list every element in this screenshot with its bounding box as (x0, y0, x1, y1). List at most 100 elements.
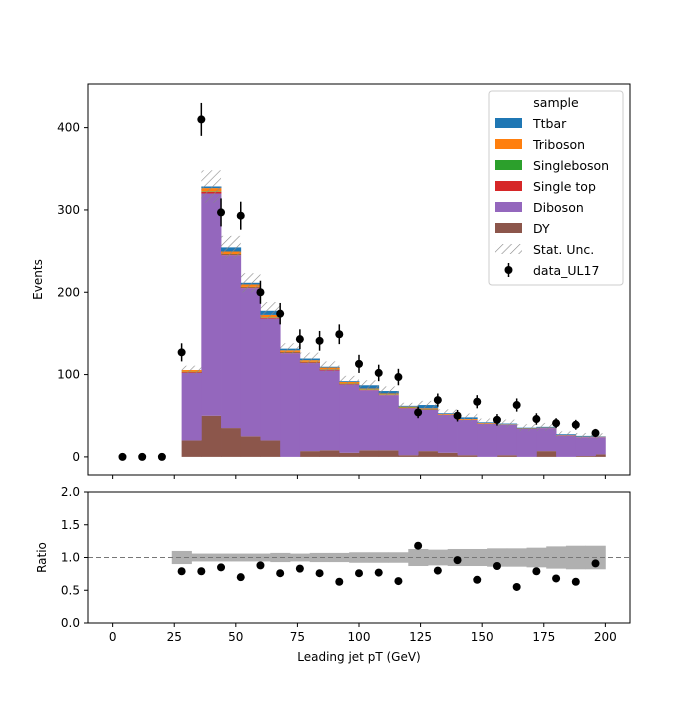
bar (339, 453, 359, 457)
bar (260, 440, 280, 456)
bar (576, 437, 596, 456)
bar (536, 428, 556, 451)
bar (458, 455, 478, 457)
ratio-point (394, 577, 402, 585)
ratio-point (375, 569, 383, 577)
ratio-point (335, 578, 343, 586)
legend-label: Triboson (532, 137, 585, 152)
stat-unc-bar (280, 343, 300, 354)
ratio-point (296, 565, 304, 573)
y-tick-label: 0.5 (61, 583, 80, 597)
legend-label: data_UL17 (533, 263, 599, 278)
bar (320, 370, 340, 450)
data-point (256, 288, 264, 296)
ratio-point (276, 569, 284, 577)
data-point (454, 412, 462, 420)
ratio-point (532, 567, 540, 575)
legend-swatch (495, 202, 522, 212)
bar (576, 456, 596, 457)
data-point (572, 421, 580, 429)
legend-swatch (495, 181, 522, 191)
bar (339, 384, 359, 452)
bar (182, 373, 202, 440)
stat-unc-bar (260, 302, 280, 320)
ratio-point (513, 583, 521, 591)
stat-unc-bar (320, 361, 340, 372)
bar (596, 437, 606, 454)
data-point (394, 373, 402, 381)
x-tick-label: 50 (228, 630, 243, 644)
data-point (552, 419, 560, 427)
data-point (375, 369, 383, 377)
x-tick-label: 25 (167, 630, 182, 644)
ratio-plot-area (88, 542, 630, 591)
main-panel: 0100200300400EventssampleTtbarTribosonSi… (31, 84, 630, 479)
x-axis-label: Leading jet pT (GeV) (297, 650, 420, 664)
y-tick-label: 1.5 (61, 518, 80, 532)
ratio-unc-bar (389, 552, 409, 562)
data-point (532, 415, 540, 423)
data-point (316, 337, 324, 345)
bar (596, 454, 606, 456)
stat-unc-bar (398, 403, 418, 409)
data-point (197, 115, 205, 123)
ratio-point (434, 567, 442, 575)
legend-label: Diboson (533, 200, 584, 215)
legend-label: Single top (533, 179, 596, 194)
ratio-point (454, 556, 462, 564)
ratio-point (473, 576, 481, 584)
bar (379, 450, 399, 457)
bar (201, 193, 221, 415)
legend-label: Stat. Unc. (533, 242, 594, 257)
x-tick-label: 150 (471, 630, 494, 644)
bar (359, 450, 379, 457)
y-tick-label: 2.0 (61, 485, 80, 499)
stat-unc-bar (339, 376, 359, 387)
stat-unc-bar (182, 366, 202, 375)
bar (438, 453, 458, 457)
y-tick-label: 400 (57, 121, 80, 135)
legend-label: Ttbar (532, 116, 567, 131)
stat-unc-bar (517, 424, 537, 431)
data-point (217, 208, 225, 216)
data-point (335, 330, 343, 338)
stat-unc-bar (379, 386, 399, 395)
bar (201, 416, 221, 457)
y-axis-label: Events (31, 259, 45, 300)
stat-unc-bar (556, 431, 576, 437)
x-tick-label: 75 (290, 630, 305, 644)
x-tick-label: 200 (594, 630, 617, 644)
y-tick-label: 0.0 (61, 616, 80, 630)
legend-label: Singleboson (533, 158, 609, 173)
legend-marker (505, 266, 513, 274)
data-point (493, 416, 501, 424)
data-point (513, 401, 521, 409)
stat-unc-bar (201, 170, 221, 202)
y-tick-label: 100 (57, 368, 80, 382)
y-tick-label: 300 (57, 203, 80, 217)
data-point (473, 398, 481, 406)
legend-swatch (495, 118, 522, 128)
bar (359, 390, 379, 450)
bar (320, 450, 340, 457)
legend-swatch (495, 139, 522, 149)
bar (556, 435, 576, 456)
ratio-point (572, 578, 580, 586)
bar (497, 455, 517, 457)
ratio-point (414, 542, 422, 550)
y-tick-label: 0 (72, 450, 80, 464)
stat-unc-bar (359, 380, 379, 390)
bar (241, 436, 261, 457)
bar (221, 428, 241, 457)
data-point (355, 360, 363, 368)
legend-swatch (495, 244, 522, 254)
bar (458, 420, 478, 455)
legend-swatch (495, 160, 522, 170)
bar (300, 451, 320, 457)
data-point (276, 310, 284, 318)
ratio-unc-bar (428, 550, 448, 566)
